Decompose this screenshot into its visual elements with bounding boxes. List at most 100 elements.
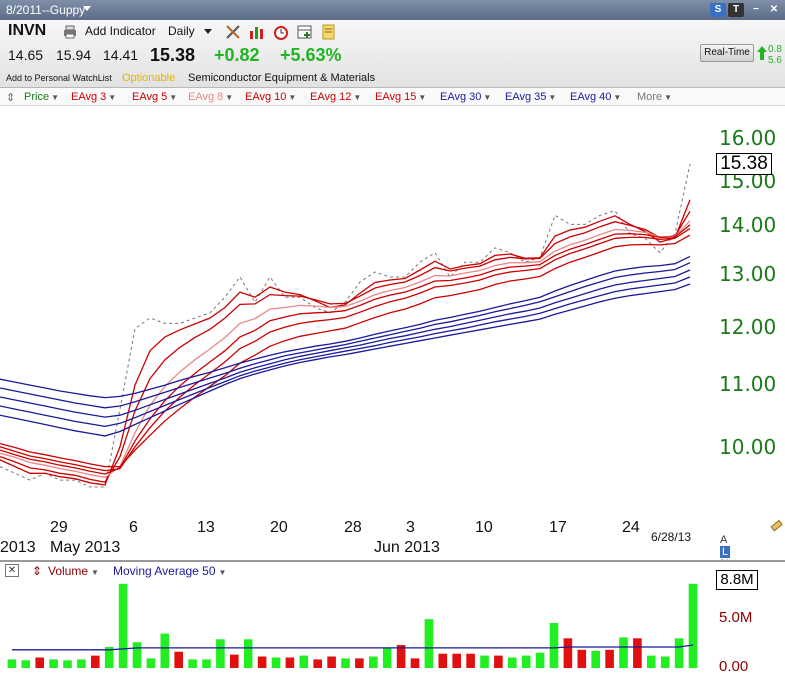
volume-chart-pane[interactable]	[0, 580, 715, 685]
series-line-eavg-30[interactable]	[0, 255, 691, 399]
volume-bar[interactable]	[633, 638, 642, 668]
volume-moving-average-line[interactable]	[11, 644, 694, 651]
volume-bar[interactable]	[382, 647, 392, 668]
volume-bar[interactable]	[577, 649, 587, 668]
study-eavg-12[interactable]: EAvg 12 ▼	[310, 91, 361, 103]
volume-bar[interactable]	[563, 638, 573, 668]
volume-bar[interactable]	[327, 656, 336, 669]
calendar-add-icon[interactable]	[297, 24, 313, 40]
volume-bar[interactable]	[63, 660, 72, 668]
volume-bar[interactable]	[438, 653, 448, 668]
volume-bar[interactable]	[674, 638, 684, 668]
minimize-icon[interactable]: −	[753, 4, 759, 15]
s-badge-icon[interactable]: S	[710, 3, 726, 17]
study-sort-icon[interactable]: ⇕	[6, 92, 16, 104]
series-line-eavg-10[interactable]	[0, 224, 691, 475]
study-eavg-35[interactable]: EAvg 35 ▼	[505, 91, 556, 103]
volume-bar[interactable]	[49, 659, 58, 668]
volume-bar[interactable]	[660, 656, 670, 669]
volume-bar[interactable]	[35, 657, 44, 669]
print-icon[interactable]	[62, 25, 78, 39]
tools-icon[interactable]	[225, 24, 241, 40]
volume-bar[interactable]	[188, 659, 197, 668]
study-eavg-40[interactable]: EAvg 40 ▼	[570, 91, 621, 103]
volume-bar[interactable]	[424, 619, 434, 668]
close-icon[interactable]: ✕	[769, 4, 779, 15]
volume-bar[interactable]	[243, 639, 253, 668]
add-to-watchlist-link[interactable]: Add to Personal WatchList	[6, 73, 112, 83]
volume-bar[interactable]	[619, 637, 628, 668]
optionable-link[interactable]: Optionable	[122, 72, 176, 84]
study-eavg-10[interactable]: EAvg 10 ▼	[245, 91, 296, 103]
price-chart-pane[interactable]	[0, 107, 715, 520]
volume-bar[interactable]	[202, 659, 211, 668]
volume-chart-svg[interactable]	[0, 580, 715, 685]
series-line-eavg-50[interactable]	[0, 283, 691, 437]
volume-axis[interactable]: 8.8M 5.0M 0.00	[715, 562, 785, 685]
volume-bar[interactable]	[132, 642, 142, 668]
price-axis[interactable]: 16.00 15.00 14.00 13.00 12.00 11.00 10.0…	[715, 107, 785, 557]
volume-bar[interactable]	[271, 657, 281, 669]
volume-bar[interactable]	[521, 655, 531, 668]
period-select[interactable]: Daily	[168, 24, 195, 38]
series-line-eavg-45[interactable]	[0, 276, 691, 428]
volume-bar[interactable]	[285, 657, 295, 669]
volume-bar[interactable]	[647, 655, 656, 668]
pane-divider[interactable]	[0, 560, 785, 562]
volume-bar[interactable]	[591, 650, 600, 668]
window-title[interactable]: 8/2011--Guppy	[6, 3, 86, 17]
volume-bar[interactable]	[146, 658, 156, 668]
symbol-label[interactable]: INVN	[8, 22, 47, 39]
volume-bar[interactable]	[230, 654, 239, 668]
date-axis[interactable]: 29 6 13 20 28 3 10 17 24 2013 May 2013 J…	[0, 515, 731, 582]
volume-bar[interactable]	[480, 655, 489, 668]
price-chart-svg[interactable]	[0, 107, 715, 520]
moving-average-study[interactable]: Moving Average 50 ▼	[113, 564, 226, 578]
title-dropdown-icon[interactable]	[83, 6, 91, 11]
volume-bar[interactable]	[605, 649, 614, 668]
t-badge-icon[interactable]: T	[728, 3, 744, 17]
volume-bar[interactable]	[216, 639, 225, 668]
volume-bar[interactable]	[452, 653, 461, 668]
volume-study[interactable]: Volume ▼	[48, 564, 99, 578]
study-price[interactable]: Price ▼	[24, 91, 59, 103]
study-eavg-15[interactable]: EAvg 15 ▼	[375, 91, 426, 103]
volume-bar[interactable]	[508, 657, 517, 669]
volume-bar[interactable]	[174, 651, 183, 668]
series-line-eavg-3[interactable]	[0, 199, 691, 486]
more-studies-button[interactable]: More ▼	[637, 91, 672, 103]
series-line-eavg-35[interactable]	[0, 262, 691, 409]
volume-bar[interactable]	[549, 623, 559, 668]
industry-label[interactable]: Semiconductor Equipment & Materials	[188, 72, 376, 84]
series-line-eavg-8[interactable]	[0, 220, 691, 479]
volume-bar[interactable]	[355, 658, 364, 668]
volume-bar[interactable]	[118, 583, 128, 668]
volume-bar[interactable]	[160, 633, 170, 668]
volume-bar[interactable]	[410, 658, 420, 668]
volume-sort-icon[interactable]: ⇕	[32, 564, 43, 578]
period-dropdown-icon[interactable]	[204, 29, 212, 34]
note-icon[interactable]	[321, 24, 337, 40]
volume-bar[interactable]	[104, 647, 114, 668]
close-volume-pane-icon[interactable]: ✕	[5, 564, 19, 577]
study-eavg-8[interactable]: EAvg 8 ▼	[188, 91, 233, 103]
volume-bar[interactable]	[341, 658, 350, 668]
series-line-eavg-40[interactable]	[0, 269, 691, 418]
add-indicator-button[interactable]: Add Indicator	[85, 24, 156, 38]
study-eavg-30[interactable]: EAvg 30 ▼	[440, 91, 491, 103]
study-eavg-3[interactable]: EAvg 3 ▼	[71, 91, 116, 103]
chart-style-icon[interactable]	[249, 24, 265, 40]
volume-bar[interactable]	[77, 659, 86, 668]
volume-bar[interactable]	[91, 655, 100, 668]
volume-bar[interactable]	[396, 645, 406, 668]
scale-a-toggle[interactable]: A	[720, 534, 727, 546]
volume-bar[interactable]	[313, 659, 322, 668]
series-line-eavg-12[interactable]	[0, 228, 691, 472]
series-line-eavg-5[interactable]	[0, 210, 691, 483]
real-time-button[interactable]: Real-Time	[700, 44, 754, 62]
volume-bar[interactable]	[494, 655, 503, 668]
volume-bar[interactable]	[21, 660, 31, 668]
volume-bar[interactable]	[369, 656, 378, 669]
series-line-price[interactable]	[0, 163, 691, 488]
series-line-eavg-15[interactable]	[0, 234, 691, 468]
